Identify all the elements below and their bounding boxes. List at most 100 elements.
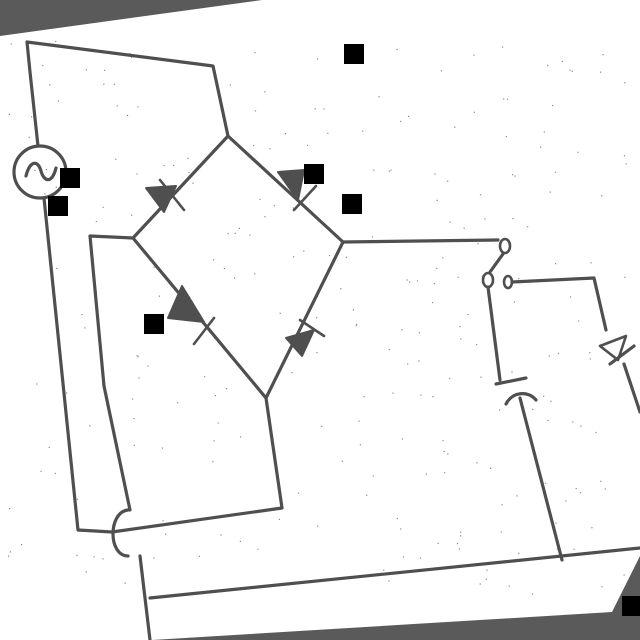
noise-speck bbox=[54, 472, 56, 474]
noise-speck bbox=[547, 419, 549, 421]
noise-speck bbox=[545, 482, 547, 484]
noise-speck bbox=[449, 377, 451, 380]
noise-speck bbox=[85, 571, 87, 573]
noise-speck bbox=[213, 440, 215, 442]
noise-speck bbox=[214, 395, 216, 397]
noise-speck bbox=[298, 492, 300, 494]
noise-speck bbox=[432, 302, 434, 304]
noise-speck bbox=[388, 170, 390, 172]
noise-speck bbox=[402, 556, 405, 558]
noise-speck bbox=[547, 64, 549, 67]
noise-speck bbox=[499, 409, 501, 411]
noise-speck bbox=[136, 173, 138, 175]
noise-speck bbox=[303, 250, 305, 252]
noise-speck bbox=[104, 69, 106, 71]
noise-speck bbox=[473, 54, 475, 56]
noise-speck bbox=[89, 425, 91, 427]
noise-speck bbox=[577, 151, 579, 153]
noise-speck bbox=[444, 472, 446, 474]
noise-speck bbox=[619, 596, 621, 598]
noise-speck bbox=[136, 355, 138, 357]
noise-speck bbox=[102, 206, 104, 208]
noise-speck bbox=[188, 172, 190, 174]
noise-speck bbox=[447, 180, 449, 182]
diode-d2-icon bbox=[277, 169, 318, 212]
noise-speck bbox=[532, 593, 534, 595]
noise-speck bbox=[460, 338, 462, 340]
noise-speck bbox=[580, 425, 582, 427]
noise-speck bbox=[363, 396, 365, 398]
noise-speck bbox=[625, 163, 627, 165]
noise-speck bbox=[161, 447, 164, 449]
noise-speck bbox=[165, 533, 167, 535]
noise-speck bbox=[573, 548, 575, 550]
noise-speck bbox=[259, 198, 261, 200]
wire-common-rail bbox=[148, 546, 640, 600]
noise-speck bbox=[532, 408, 534, 410]
noise-speck bbox=[420, 394, 422, 396]
noise-speck bbox=[552, 104, 554, 107]
noise-speck bbox=[624, 276, 626, 278]
diode-d3-icon bbox=[167, 285, 216, 346]
noise-speck bbox=[102, 558, 104, 560]
noise-speck bbox=[406, 279, 408, 281]
noise-speck bbox=[623, 574, 625, 576]
noise-speck bbox=[240, 436, 242, 438]
noise-speck bbox=[137, 356, 139, 358]
noise-speck bbox=[456, 543, 459, 545]
noise-speck bbox=[503, 98, 505, 100]
noise-speck bbox=[279, 312, 281, 314]
noise-speck bbox=[436, 199, 438, 201]
noise-speck bbox=[484, 218, 486, 220]
fiducial-marker bbox=[344, 44, 364, 64]
capacitor-icon bbox=[494, 376, 538, 406]
noise-speck bbox=[416, 280, 419, 282]
noise-speck bbox=[561, 60, 563, 62]
noise-speck bbox=[479, 583, 481, 585]
noise-speck bbox=[321, 425, 323, 427]
noise-speck bbox=[328, 254, 331, 257]
noise-speck bbox=[590, 262, 592, 264]
noise-speck bbox=[225, 388, 228, 390]
noise-speck bbox=[213, 259, 215, 261]
noise-speck bbox=[115, 158, 117, 160]
noise-speck bbox=[254, 110, 257, 112]
noise-speck bbox=[253, 145, 255, 147]
switch-icon bbox=[481, 237, 514, 290]
zener-diode-icon bbox=[598, 334, 636, 366]
noise-speck bbox=[162, 520, 164, 522]
noise-speck bbox=[130, 56, 133, 58]
noise-speck bbox=[401, 329, 403, 331]
noise-speck bbox=[133, 444, 135, 446]
noise-speck bbox=[163, 164, 165, 167]
noise-speck bbox=[234, 277, 236, 279]
noise-speck bbox=[42, 64, 44, 67]
noise-speck bbox=[66, 392, 68, 394]
noise-speck bbox=[578, 320, 580, 322]
noise-speck bbox=[323, 108, 325, 110]
noise-speck bbox=[508, 585, 510, 587]
noise-speck bbox=[116, 105, 118, 107]
noise-speck bbox=[356, 323, 358, 325]
noise-speck bbox=[449, 221, 451, 223]
noise-speck bbox=[419, 557, 422, 559]
noise-speck bbox=[570, 296, 572, 298]
noise-speck bbox=[138, 377, 140, 379]
noise-speck bbox=[624, 82, 626, 84]
noise-speck bbox=[458, 548, 460, 550]
noise-speck bbox=[565, 500, 567, 502]
noise-speck bbox=[36, 383, 38, 385]
noise-speck bbox=[249, 234, 251, 236]
noise-speck bbox=[192, 182, 194, 184]
noise-speck bbox=[595, 431, 597, 434]
noise-speck bbox=[589, 352, 591, 354]
noise-speck bbox=[388, 348, 390, 351]
noise-speck bbox=[579, 492, 582, 494]
noise-speck bbox=[600, 71, 602, 73]
noise-speck bbox=[76, 498, 79, 500]
noise-speck bbox=[254, 52, 256, 54]
noise-speck bbox=[589, 358, 591, 360]
noise-speck bbox=[604, 488, 606, 490]
noise-speck bbox=[575, 488, 577, 490]
